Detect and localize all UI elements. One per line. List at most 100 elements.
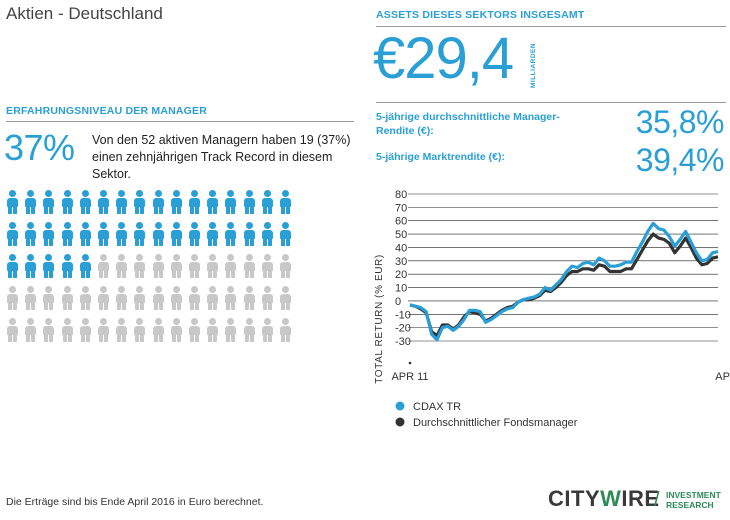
person-icon: [78, 254, 93, 278]
person-icon: [187, 254, 202, 278]
market-return-label: 5-jährige Marktrendite (€):: [376, 151, 505, 163]
person-icon: [260, 286, 275, 310]
person-icon: [23, 190, 38, 214]
person-icon: [242, 318, 257, 342]
person-icon: [114, 190, 129, 214]
legend-label: Durchschnittlicher Fondsmanager: [413, 417, 578, 429]
person-icon: [41, 318, 56, 342]
person-icon: [278, 286, 293, 310]
person-icon: [78, 190, 93, 214]
chart-y-tick-label: -20: [395, 323, 411, 335]
managers-divider: [6, 121, 354, 122]
person-icon: [151, 254, 166, 278]
person-icon: [169, 222, 184, 246]
logo-separator: /: [654, 489, 660, 511]
person-icon: [5, 318, 20, 342]
person-icon: [260, 222, 275, 246]
person-icon: [205, 286, 220, 310]
person-icon: [132, 286, 147, 310]
person-icon: [223, 222, 238, 246]
chart-y-tick-label: 70: [395, 202, 407, 214]
person-icon: [151, 286, 166, 310]
chart-y-tick-label: 0: [395, 296, 401, 308]
person-icon: [223, 190, 238, 214]
person-icon: [114, 222, 129, 246]
citywire-logo: CITYWIRE / INVESTMENT RESEARCH: [548, 486, 721, 512]
chart-series-lines: [409, 221, 719, 342]
page-title: Aktien - Deutschland: [6, 4, 163, 23]
person-icon: [96, 286, 111, 310]
person-icon: [78, 222, 93, 246]
person-icon: [5, 190, 20, 214]
logo-subtitle: INVESTMENT RESEARCH: [666, 490, 721, 510]
person-icon: [132, 222, 147, 246]
managers-percent: 37%: [4, 127, 75, 168]
chart-x-tick-label: APR 16: [715, 371, 730, 383]
person-icon: [41, 254, 56, 278]
person-icon: [223, 318, 238, 342]
person-icon: [60, 190, 75, 214]
person-icon: [23, 318, 38, 342]
chart-x-tick-label: APR 11: [391, 371, 428, 383]
person-icon: [114, 286, 129, 310]
person-icon: [260, 190, 275, 214]
person-icon: [132, 318, 147, 342]
person-icon: [23, 222, 38, 246]
person-icon: [169, 318, 184, 342]
person-icon: [169, 190, 184, 214]
person-icon: [60, 286, 75, 310]
chart-y-tick-label: 50: [395, 229, 407, 241]
person-icon: [151, 222, 166, 246]
person-icon: [60, 222, 75, 246]
market-return-value: 39,4%: [635, 142, 725, 178]
person-icon: [242, 190, 257, 214]
person-icon: [60, 318, 75, 342]
person-icon: [242, 286, 257, 310]
managers-heading: ERFAHRUNGSNIVEAU DER MANAGER: [6, 105, 208, 117]
person-icon: [187, 318, 202, 342]
person-icon: [96, 190, 111, 214]
assets-divider: [376, 26, 726, 27]
chart-y-axis-label: TOTAL RETURN (% EUR): [374, 254, 385, 384]
person-icon: [278, 190, 293, 214]
person-icon: [151, 318, 166, 342]
person-icon: [96, 318, 111, 342]
chart-series-line: [409, 232, 719, 338]
person-icon: [5, 222, 20, 246]
chart-x-tick-labels: APR 11 APR 16: [391, 361, 730, 383]
person-icon: [23, 286, 38, 310]
person-icon: [132, 190, 147, 214]
person-icon: [242, 254, 257, 278]
chart-y-tick-label: 30: [395, 256, 407, 268]
chart-y-tick-label: 20: [395, 269, 407, 281]
person-icon: [223, 286, 238, 310]
person-icon: [205, 254, 220, 278]
person-icon: [278, 222, 293, 246]
person-icon: [114, 318, 129, 342]
chart-x-tick-mark: [408, 361, 412, 365]
person-icon: [41, 190, 56, 214]
person-icon: [205, 222, 220, 246]
person-icon: [187, 222, 202, 246]
person-icon: [151, 190, 166, 214]
chart-y-tick-label: -10: [395, 309, 411, 321]
managers-description: Von den 52 aktiven Managern haben 19 (37…: [92, 133, 351, 181]
person-icon: [187, 286, 202, 310]
chart-grid: [408, 193, 718, 342]
footnote: Die Erträge sind bis Ende April 2016 in …: [6, 496, 264, 508]
chart-y-tick-label: 40: [395, 242, 407, 254]
chart-y-tick-label: 80: [395, 189, 407, 201]
person-icon: [223, 254, 238, 278]
person-icon: [114, 254, 129, 278]
person-icon: [41, 222, 56, 246]
returns-divider: [376, 102, 726, 103]
person-icon: [60, 254, 75, 278]
chart-series-line: [409, 221, 719, 342]
person-icon: [260, 254, 275, 278]
manager-return-label: 5-jährige durchschnittliche Manager-Rend…: [376, 111, 560, 137]
person-icon: [278, 318, 293, 342]
legend-label: CDAX TR: [413, 401, 461, 413]
chart-y-tick-label: 60: [395, 216, 407, 228]
